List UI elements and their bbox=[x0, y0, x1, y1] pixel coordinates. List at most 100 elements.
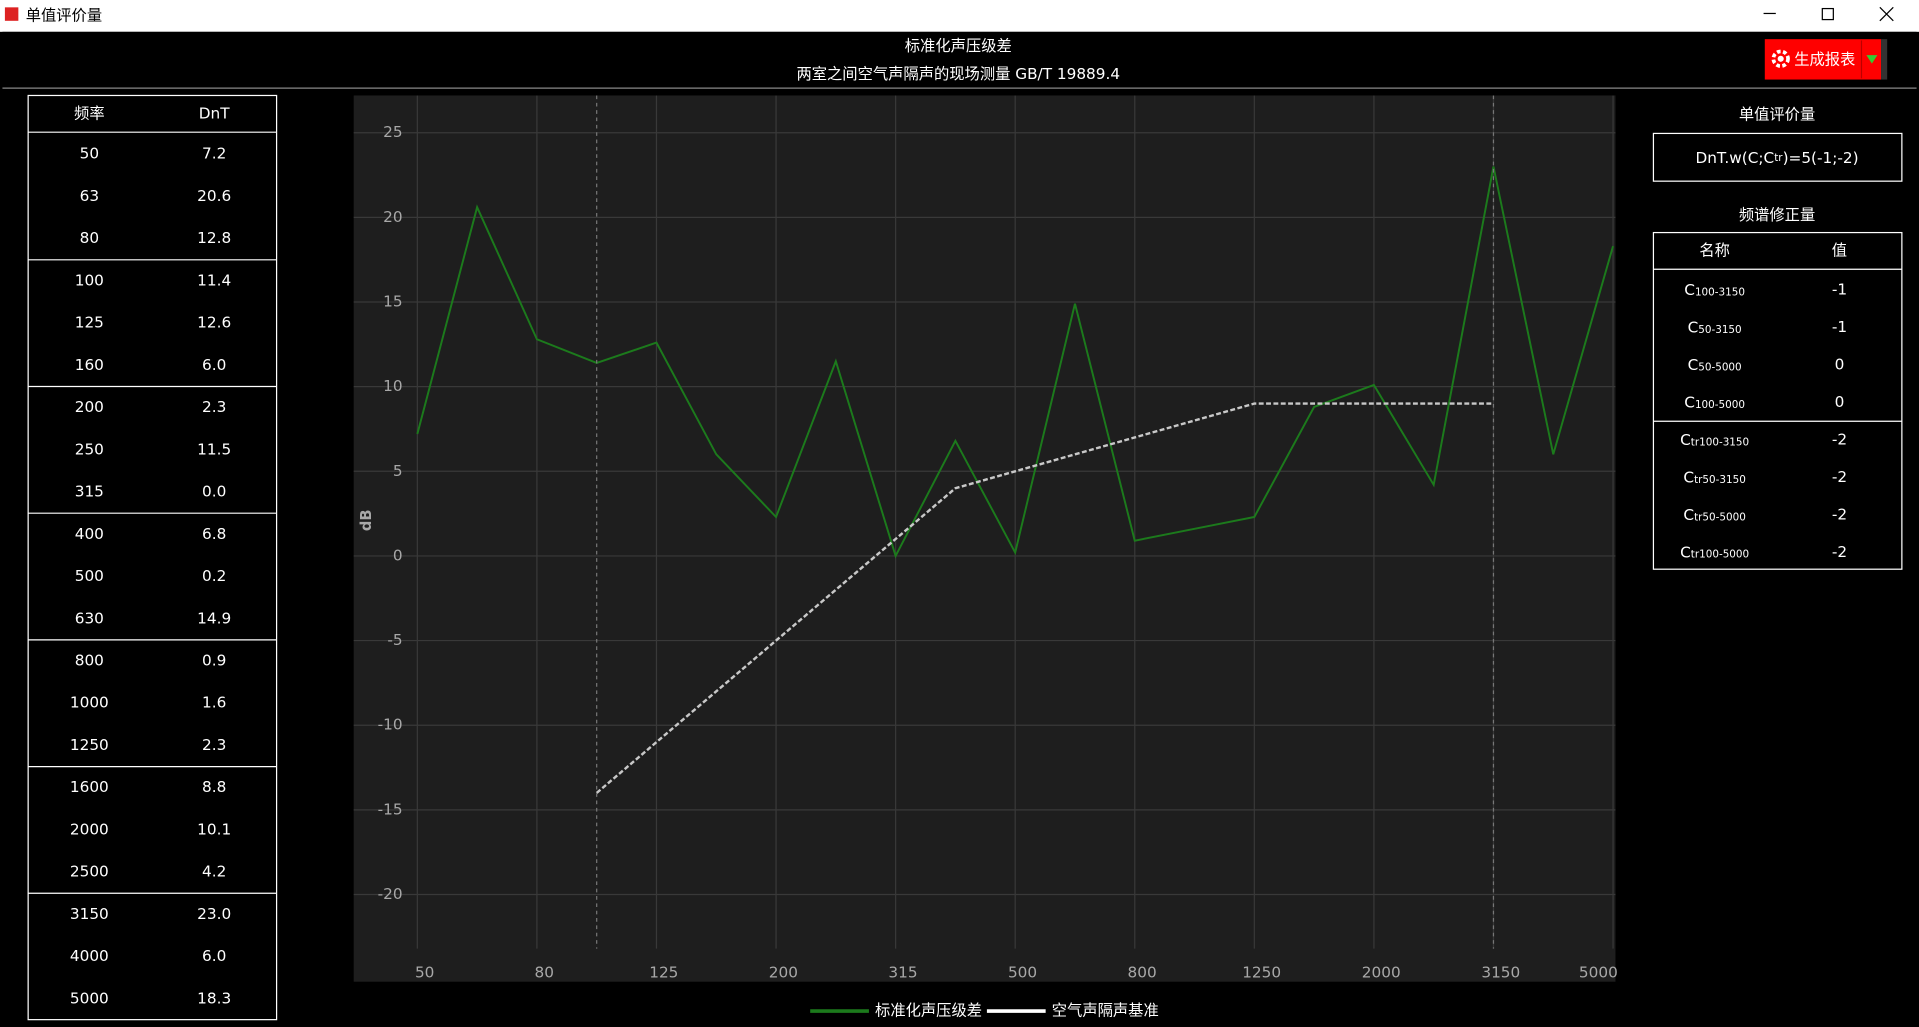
table-cell: 0.2 bbox=[202, 567, 226, 585]
symbol: C bbox=[1688, 356, 1699, 374]
x-tick-label: 500 bbox=[1008, 964, 1037, 982]
table-cell: 6.0 bbox=[202, 947, 226, 965]
symbol: C bbox=[1680, 430, 1691, 448]
x-tick-label: 5000 bbox=[1579, 964, 1618, 982]
correction-value: 0 bbox=[1835, 393, 1845, 411]
close-button[interactable] bbox=[1879, 6, 1894, 22]
x-tick-label: 125 bbox=[649, 964, 678, 982]
table-cell: 4.2 bbox=[202, 863, 226, 881]
y-tick-label: 5 bbox=[393, 462, 403, 480]
table-cell: 20.6 bbox=[197, 187, 231, 205]
table-cell: 23.0 bbox=[197, 905, 231, 923]
table-cell: 2.3 bbox=[202, 398, 226, 416]
restore-button[interactable] bbox=[1821, 7, 1834, 21]
subscript: 50-3150 bbox=[1698, 324, 1741, 336]
expression-part: )=5(-1;-2) bbox=[1783, 148, 1859, 166]
symbol: C bbox=[1680, 543, 1691, 561]
symbol: C bbox=[1683, 468, 1694, 486]
correction-value: -2 bbox=[1832, 543, 1847, 561]
table-cell: 100 bbox=[75, 271, 104, 289]
table-cell: 11.4 bbox=[197, 271, 231, 289]
subscript: tr50-3150 bbox=[1694, 474, 1746, 486]
table-cell: 12.8 bbox=[197, 229, 231, 247]
table-cell: 630 bbox=[75, 609, 104, 627]
chart-subtitle: 两室之间空气声隔声的现场测量 GB/T 19889.4 bbox=[796, 65, 1120, 83]
table-cell: 1.6 bbox=[202, 694, 226, 712]
symbol: C bbox=[1683, 505, 1694, 523]
x-tick-label: 1250 bbox=[1242, 964, 1281, 982]
y-tick-label: -10 bbox=[378, 716, 403, 734]
table-header: 频率 bbox=[74, 104, 105, 122]
table-cell: 6.8 bbox=[202, 525, 226, 543]
table-cell: 8.8 bbox=[202, 778, 226, 796]
table-header: DnT bbox=[199, 104, 230, 122]
series-line bbox=[595, 402, 1494, 794]
table-cell: 1600 bbox=[70, 778, 109, 796]
x-tick-label: 2000 bbox=[1362, 964, 1401, 982]
rating-expression: DnT.w(C;Ctr)=5(-1;-2) bbox=[1695, 148, 1858, 166]
table-cell: 160 bbox=[75, 356, 104, 374]
subscript: tr100-3150 bbox=[1691, 436, 1749, 448]
corrections-title: 频谱修正量 bbox=[1739, 206, 1815, 224]
x-tick-label: 3150 bbox=[1481, 964, 1520, 982]
app-icon bbox=[4, 7, 19, 21]
correction-name: C100-3150 bbox=[1684, 281, 1745, 299]
gear-center bbox=[1777, 55, 1784, 62]
table-cell: 400 bbox=[75, 525, 104, 543]
subscript: tr100-5000 bbox=[1691, 549, 1749, 561]
correction-name: Ctr100-3150 bbox=[1680, 430, 1749, 448]
symbol: C bbox=[1684, 281, 1695, 299]
subscript: 50-5000 bbox=[1698, 361, 1741, 373]
table-cell: 1000 bbox=[70, 694, 109, 712]
symbol: C bbox=[1684, 393, 1695, 411]
button-edge bbox=[1881, 39, 1888, 80]
report-button[interactable]: 生成报表 bbox=[1764, 39, 1888, 80]
correction-name: Ctr50-5000 bbox=[1683, 505, 1745, 523]
expression-part: DnT.w(C;C bbox=[1695, 148, 1774, 166]
expression-part: tr bbox=[1774, 152, 1783, 164]
table-header: 名称 bbox=[1699, 241, 1730, 259]
correction-value: -1 bbox=[1832, 318, 1847, 336]
table-cell: 63 bbox=[80, 187, 99, 205]
y-tick-label: 0 bbox=[393, 546, 403, 564]
table-cell: 5000 bbox=[70, 989, 109, 1007]
legend-label: 空气声隔声基准 bbox=[1052, 1002, 1159, 1020]
x-tick-label: 50 bbox=[415, 964, 434, 982]
table-cell: 14.9 bbox=[197, 609, 231, 627]
y-tick-label: -20 bbox=[378, 885, 403, 903]
y-tick-label: -15 bbox=[378, 800, 403, 818]
subscript: 100-5000 bbox=[1695, 399, 1745, 411]
frequency-table bbox=[27, 94, 278, 1021]
table-cell: 7.2 bbox=[202, 145, 226, 163]
rating-box bbox=[1652, 132, 1903, 182]
table-cell: 800 bbox=[75, 652, 104, 670]
button-label[interactable]: 生成报表 bbox=[1794, 50, 1855, 68]
table-cell: 11.5 bbox=[197, 440, 231, 458]
table-cell: 200 bbox=[75, 398, 104, 416]
rating-panel: 单值评价量 DnT.w(C;Ctr)=5(-1;-2) 频谱修正量 bbox=[1652, 106, 1903, 570]
x-tick-label: 800 bbox=[1128, 964, 1157, 982]
corrections-border bbox=[1652, 231, 1903, 570]
table-cell: 315 bbox=[75, 483, 104, 501]
correction-name: Ctr50-3150 bbox=[1683, 468, 1745, 486]
dropdown-arrow[interactable] bbox=[1866, 55, 1878, 64]
table-cell: 2000 bbox=[70, 820, 109, 838]
symbol: C bbox=[1688, 318, 1699, 336]
table-header: 值 bbox=[1832, 241, 1847, 259]
y-tick-label: 15 bbox=[383, 293, 402, 311]
table-cell: 80 bbox=[80, 229, 99, 247]
table-cell: 4000 bbox=[70, 947, 109, 965]
table-cell: 2500 bbox=[70, 863, 109, 881]
table-cell: 0.0 bbox=[202, 483, 226, 501]
correction-value: -2 bbox=[1832, 468, 1847, 486]
table-cell: 50 bbox=[80, 145, 99, 163]
table-cell: 18.3 bbox=[197, 989, 231, 1007]
table-cell: 125 bbox=[75, 314, 104, 332]
title-bar bbox=[0, 0, 1919, 32]
table-cell: 500 bbox=[75, 567, 104, 585]
table-cell: 0.9 bbox=[202, 652, 226, 670]
table-cell: 1250 bbox=[70, 736, 109, 754]
table-cell: 3150 bbox=[70, 905, 109, 923]
correction-name: C50-5000 bbox=[1688, 356, 1742, 374]
